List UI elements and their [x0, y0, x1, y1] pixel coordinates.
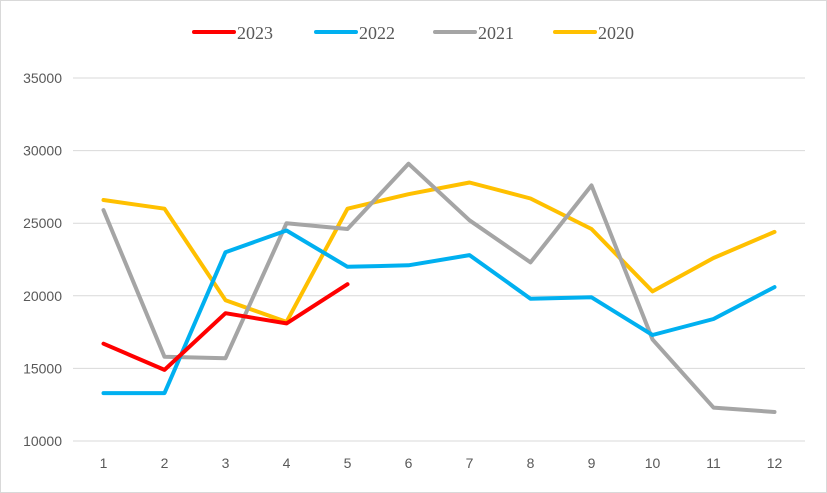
x-tick-label: 2: [161, 455, 169, 471]
x-tick-label: 12: [767, 455, 783, 471]
x-tick-label: 11: [706, 455, 721, 471]
legend-label-2023: 2023: [237, 23, 273, 43]
y-axis-tick-labels: 10000 15000 20000 25000 30000 35000: [23, 70, 62, 449]
y-tick-label: 10000: [23, 433, 62, 449]
x-tick-label: 3: [222, 455, 230, 471]
x-tick-label: 4: [283, 455, 291, 471]
gridlines: [73, 77, 805, 442]
series-line-2021: [101, 161, 777, 414]
legend-label-2022: 2022: [359, 23, 395, 43]
y-tick-label: 30000: [23, 143, 62, 159]
x-tick-label: 10: [645, 455, 661, 471]
y-tick-label: 20000: [23, 288, 62, 304]
y-tick-label: 15000: [23, 360, 62, 376]
legend-label-2020: 2020: [598, 23, 634, 43]
y-tick-label: 25000: [23, 215, 62, 231]
y-tick-label: 35000: [23, 70, 62, 86]
x-tick-label: 1: [100, 455, 108, 471]
x-tick-label: 5: [344, 455, 352, 471]
legend-label-2021: 2021: [478, 23, 514, 43]
x-tick-label: 7: [466, 455, 474, 471]
series-line-2022: [101, 228, 777, 396]
x-tick-label: 6: [405, 455, 413, 471]
x-axis-tick-labels: 1 2 3 4 5 6 7 8 9 10 11 12: [100, 455, 783, 471]
legend: 2023 2022 2021 2020: [192, 23, 634, 43]
x-tick-label: 9: [588, 455, 596, 471]
x-tick-label: 8: [527, 455, 535, 471]
series-lines: [101, 161, 777, 414]
series-line-2023: [101, 282, 350, 372]
series-line-2020: [101, 180, 777, 324]
